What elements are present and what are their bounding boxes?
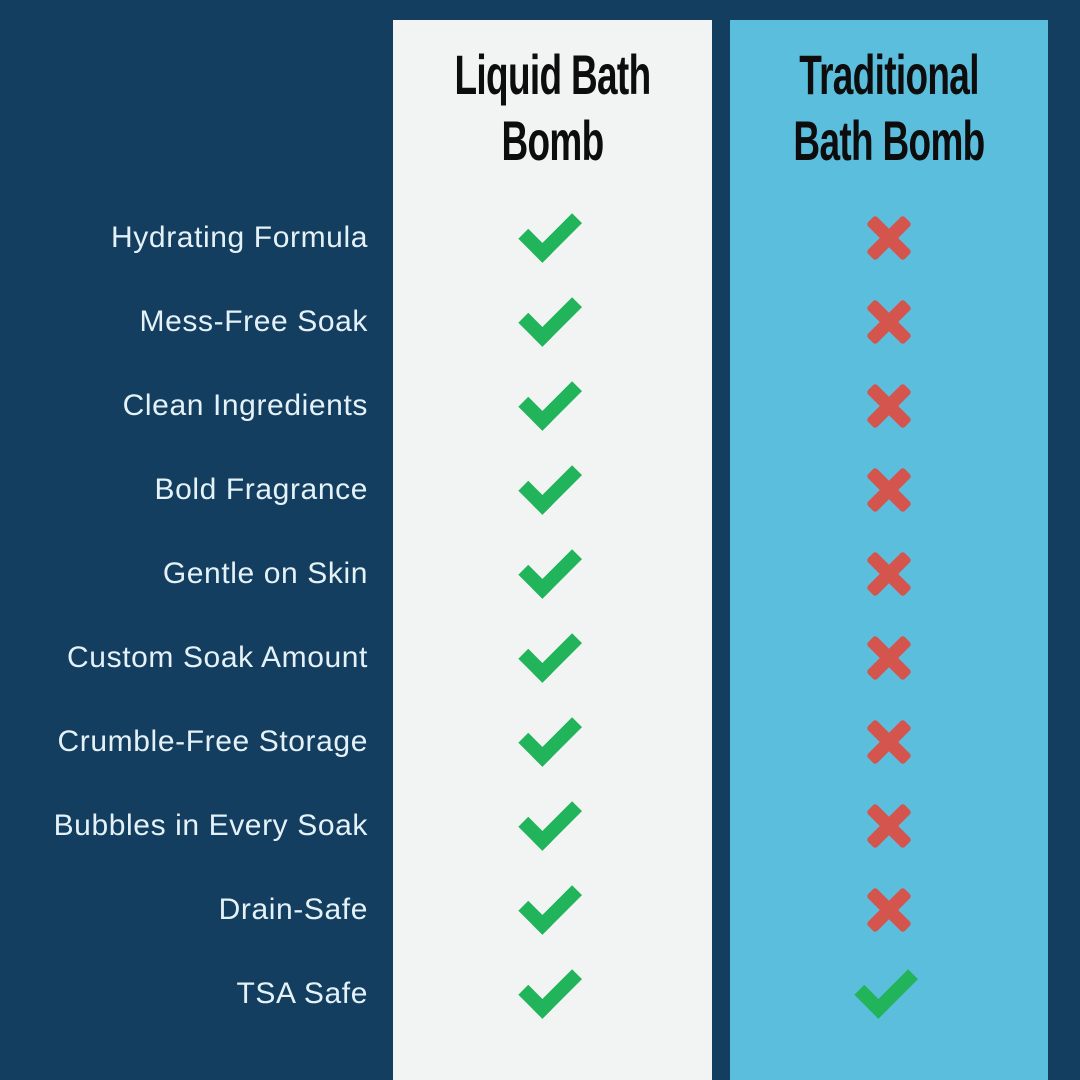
cross-icon (864, 633, 914, 683)
table-row: Mess-Free Soak (0, 280, 1080, 364)
feature-label: TSA Safe (236, 977, 368, 1010)
liquid-cell (393, 543, 712, 605)
traditional-cell (730, 297, 1048, 347)
table-row: Hydrating Formula (0, 196, 1080, 280)
table-row: Crumble-Free Storage (0, 700, 1080, 784)
traditional-cell (730, 213, 1048, 263)
feature-label: Drain-Safe (218, 893, 368, 926)
feature-label: Gentle on Skin (162, 557, 368, 590)
feature-label: Clean Ingredients (122, 389, 368, 422)
check-icon (520, 795, 586, 857)
check-icon (520, 291, 586, 353)
cross-icon (864, 717, 914, 767)
table-row: Drain-Safe (0, 868, 1080, 952)
liquid-cell (393, 879, 712, 941)
table-row: Bubbles in Every Soak (0, 784, 1080, 868)
liquid-cell (393, 207, 712, 269)
feature-label: Crumble-Free Storage (57, 725, 368, 758)
check-icon (520, 963, 586, 1025)
table-row: Custom Soak Amount (0, 616, 1080, 700)
check-icon (520, 711, 586, 773)
check-icon (520, 207, 586, 269)
table-row: Bold Fragrance (0, 448, 1080, 532)
liquid-cell (393, 627, 712, 689)
check-icon (520, 543, 586, 605)
cross-icon (864, 465, 914, 515)
liquid-cell (393, 795, 712, 857)
feature-label: Bubbles in Every Soak (53, 809, 368, 842)
cross-icon (864, 381, 914, 431)
traditional-cell (730, 465, 1048, 515)
feature-label: Hydrating Formula (111, 221, 368, 254)
feature-rows: Hydrating Formula Mess-Free Soak (0, 196, 1080, 1036)
table-row: TSA Safe (0, 952, 1080, 1036)
check-icon (520, 879, 586, 941)
table-row: Gentle on Skin (0, 532, 1080, 616)
traditional-column-title: Traditional Bath Bomb (784, 42, 994, 174)
cross-icon (864, 885, 914, 935)
check-icon (520, 375, 586, 437)
liquid-title-line1: Liquid Bath (454, 43, 652, 106)
cross-icon (864, 801, 914, 851)
traditional-cell (730, 717, 1048, 767)
liquid-cell (393, 963, 712, 1025)
traditional-cell (730, 885, 1048, 935)
traditional-title-line1: Traditional (799, 43, 979, 106)
feature-label: Custom Soak Amount (67, 641, 368, 674)
liquid-title-line2: Bomb (501, 109, 604, 172)
liquid-cell (393, 459, 712, 521)
liquid-column-title: Liquid Bath Bomb (447, 42, 658, 174)
table-row: Clean Ingredients (0, 364, 1080, 448)
feature-label: Mess-Free Soak (139, 305, 368, 338)
feature-label: Bold Fragrance (154, 473, 368, 506)
liquid-cell (393, 711, 712, 773)
liquid-cell (393, 291, 712, 353)
cross-icon (864, 549, 914, 599)
check-icon (520, 627, 586, 689)
traditional-cell (730, 381, 1048, 431)
traditional-cell (730, 963, 1048, 1025)
traditional-cell (730, 633, 1048, 683)
check-icon (520, 459, 586, 521)
cross-icon (864, 213, 914, 263)
cross-icon (864, 297, 914, 347)
traditional-cell (730, 801, 1048, 851)
liquid-cell (393, 375, 712, 437)
traditional-title-line2: Bath Bomb (793, 109, 985, 172)
traditional-cell (730, 549, 1048, 599)
check-icon (856, 963, 922, 1025)
